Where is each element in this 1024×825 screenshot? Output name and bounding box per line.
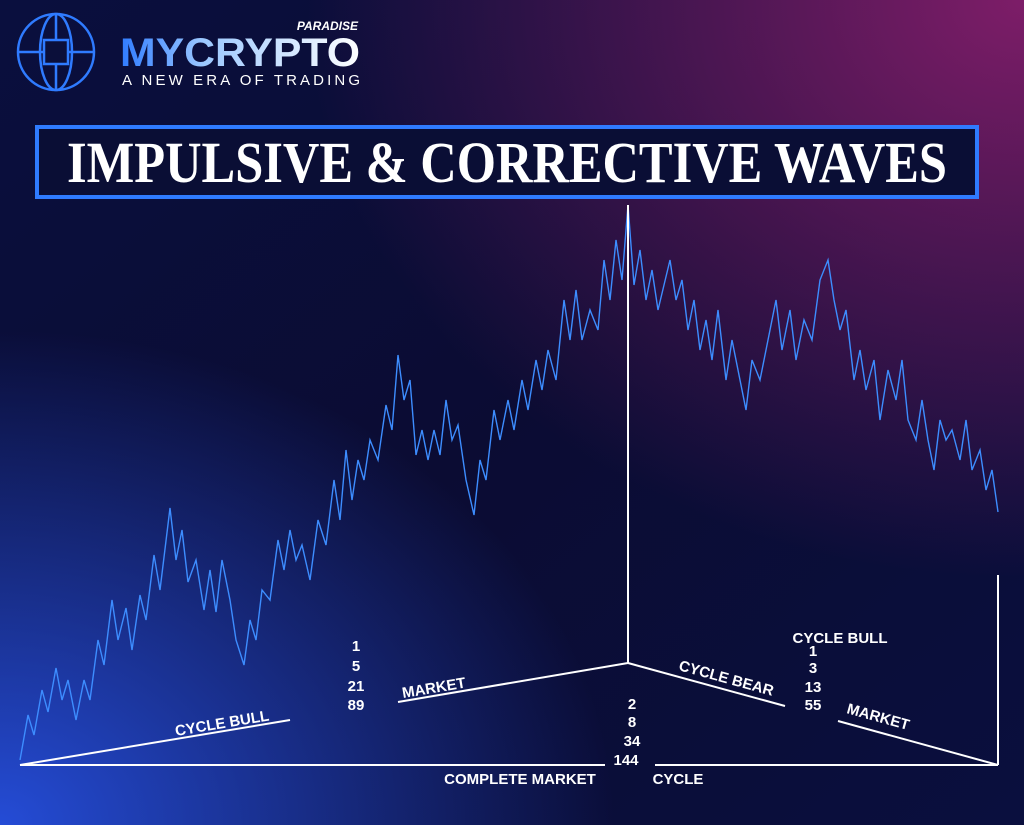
- wave-count: 21: [348, 678, 365, 695]
- logo-icon: [16, 12, 96, 92]
- wave-count: 1: [809, 643, 817, 660]
- wave-count: 55: [805, 697, 822, 714]
- wave-count: 89: [348, 697, 365, 714]
- wave-count: 1: [352, 638, 360, 655]
- wave-count: 13: [805, 679, 822, 696]
- cycle-label: COMPLETE MARKET: [444, 771, 596, 788]
- wave-count: 8: [628, 714, 636, 731]
- wave-count: 144: [613, 752, 639, 769]
- cycle-label: CYCLE BULL: [793, 630, 888, 647]
- logo-brand: MYCRYPTO: [120, 31, 360, 75]
- cycle-frame: [19, 205, 999, 766]
- title-box: [35, 125, 979, 199]
- logo-slogan: A NEW ERA OF TRADING: [122, 72, 360, 89]
- wave-count: 2: [628, 696, 636, 713]
- wave-count: 3: [809, 660, 817, 677]
- title: IMPULSIVE & CORRECTIVE WAVES: [67, 130, 947, 195]
- logo-tagline: PARADISE: [297, 19, 359, 33]
- wave-count: 5: [352, 658, 360, 675]
- wave-line: [19, 204, 999, 761]
- wave-count: 34: [624, 733, 641, 750]
- cycle-label: CYCLE: [653, 771, 704, 788]
